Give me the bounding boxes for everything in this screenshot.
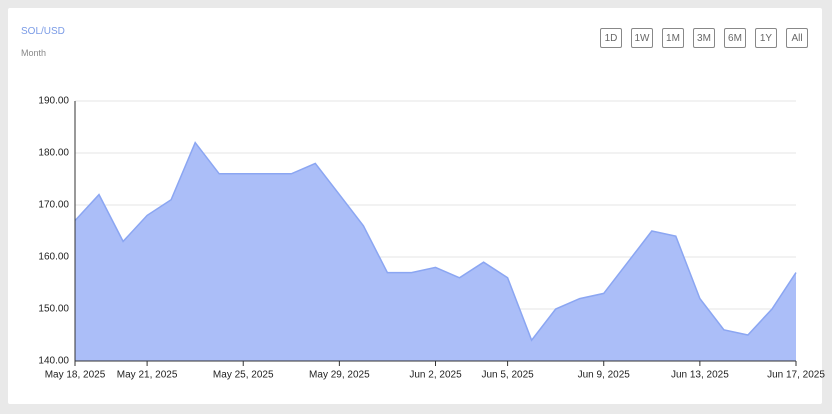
range-button[interactable]: All [786, 28, 808, 48]
range-buttons: 1D 1W 1M 3M 6M 1Y All [600, 28, 808, 48]
y-tick-label: 180.00 [38, 148, 69, 159]
x-tick-label: Jun 17, 2025 [767, 370, 825, 381]
chart-title: SOL/USD [21, 26, 65, 37]
line [74, 141, 797, 342]
y-tick-label: 190.00 [38, 96, 69, 107]
range-button[interactable]: 1D [600, 28, 622, 48]
range-button[interactable]: 3M [693, 28, 715, 48]
x-tick-label: Jun 13, 2025 [671, 370, 729, 381]
x-tick-label: Jun 5, 2025 [481, 370, 534, 381]
y-tick-label: 140.00 [38, 356, 69, 367]
range-button[interactable]: 6M [724, 28, 746, 48]
range-button[interactable]: 1W [631, 28, 653, 48]
x-tick-label: May 21, 2025 [117, 370, 178, 381]
y-tick-label: 170.00 [38, 200, 69, 211]
y-tick-label: 160.00 [38, 252, 69, 263]
x-tick-label: May 29, 2025 [309, 370, 370, 381]
y-tick-label: 150.00 [38, 304, 69, 315]
x-tick-label: May 25, 2025 [213, 370, 274, 381]
x-tick-label: May 18, 2025 [45, 370, 106, 381]
range-button[interactable]: 1Y [755, 28, 777, 48]
range-button[interactable]: 1M [662, 28, 684, 48]
area [75, 142, 796, 361]
x-tick-label: Jun 2, 2025 [409, 370, 462, 381]
x-tick-label: Jun 9, 2025 [578, 370, 631, 381]
chart-subtitle: Month [21, 48, 47, 58]
